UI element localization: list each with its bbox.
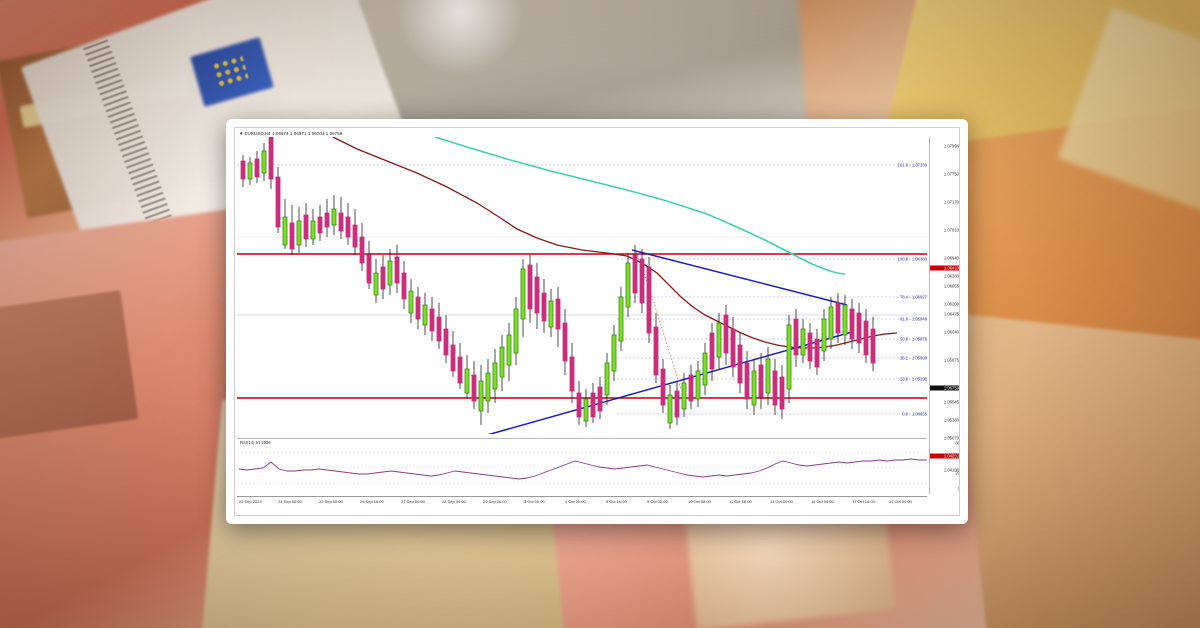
chart-symbol-label: EURUSD,H4 1.06974 1.06971 1.06703 1.0675…	[244, 131, 343, 136]
support-price-tag: 1.04250	[930, 453, 959, 459]
rsi-tick: 0	[957, 486, 960, 492]
price-tick: 1.06940	[943, 255, 959, 261]
time-tick-label: 5 Oct 16:00	[606, 499, 627, 504]
price-plot[interactable]	[237, 137, 927, 434]
price-tick: 1.06475	[943, 311, 959, 317]
time-tick-label: 22 Sep 00:00	[319, 499, 343, 504]
chart-window[interactable]: ▼EURUSD,H4 1.06974 1.06971 1.06703 1.067…	[226, 119, 968, 524]
chart-menu-arrow-icon[interactable]: ▼	[239, 131, 244, 136]
rsi-tick: 20	[955, 470, 960, 476]
rsi-line	[238, 458, 927, 480]
price-level-tag: 1.06410	[930, 265, 959, 271]
price-tick: 1.06360	[943, 273, 959, 279]
time-tick-label: 3 Oct 00:00	[524, 499, 545, 504]
price-tick: 1.06665	[943, 283, 959, 289]
ma-red-line	[332, 137, 898, 349]
trendline-upper	[631, 249, 848, 306]
current-price-tag: 1.06759	[930, 385, 959, 391]
time-tick-label: 29 Sep 16:00	[483, 499, 507, 504]
time-tick-label: 17 Oct 16:00	[852, 499, 875, 504]
time-tick-label: 10 Oct 08:00	[688, 499, 711, 504]
price-tick: 1.05545	[943, 399, 959, 405]
time-tick-label: 28 Sep 00:00	[442, 499, 466, 504]
rsi-label: RSI(14) 51.2936	[240, 440, 271, 445]
price-tick: 1.05070	[943, 435, 959, 441]
price-tick: 1.06040	[943, 329, 959, 335]
time-tick-label: 25 Sep 2023	[239, 499, 262, 504]
time-tick-label: 19 Oct 00:00	[889, 499, 912, 504]
price-tick: 1.07170	[943, 199, 959, 205]
rsi-axis: 80 50 20 0	[931, 439, 960, 495]
time-tick-label: 21 Sep 00:00	[278, 499, 302, 504]
price-tick: 1.07994	[943, 143, 959, 149]
price-tick: 1.07750	[943, 171, 959, 177]
time-tick-label: 4 Oct 00:00	[565, 499, 586, 504]
price-tick: 1.06200	[943, 301, 959, 307]
price-tick: 1.04100	[943, 467, 959, 473]
rsi-tick: 80	[955, 440, 960, 446]
time-tick-label: 27 Sep 00:00	[401, 499, 425, 504]
chart-canvas[interactable]: ▼EURUSD,H4 1.06974 1.06971 1.06703 1.067…	[234, 127, 960, 516]
candlestick-series	[240, 137, 876, 429]
time-axis[interactable]: 25 Sep 2023 21 Sep 00:00 22 Sep 00:00 25…	[237, 496, 927, 515]
time-tick-label: 25 Sep 16:00	[360, 499, 384, 504]
price-tick: 1.05380	[943, 417, 959, 423]
rsi-panel[interactable]: RSI(14) 51.2936 80 50 20 0	[237, 438, 959, 495]
time-tick-label: 16 Oct 08:00	[811, 499, 834, 504]
time-tick-label: 9 Oct 00:00	[647, 499, 668, 504]
chart-title-bar: ▼EURUSD,H4 1.06974 1.06971 1.06703 1.067…	[239, 131, 342, 136]
price-axis[interactable]: 1.07994 1.07750 1.07170 1.07010 1.06940 …	[929, 137, 959, 494]
fib-gridlines	[237, 164, 927, 415]
time-tick-label: 13 Oct 00:00	[770, 499, 793, 504]
price-tick: 1.05875	[943, 357, 959, 363]
rsi-tick: 50	[955, 452, 960, 458]
price-tick: 1.07010	[943, 227, 959, 233]
ma-teal-line	[434, 137, 846, 275]
time-tick-label: 11 Oct 16:00	[729, 499, 752, 504]
